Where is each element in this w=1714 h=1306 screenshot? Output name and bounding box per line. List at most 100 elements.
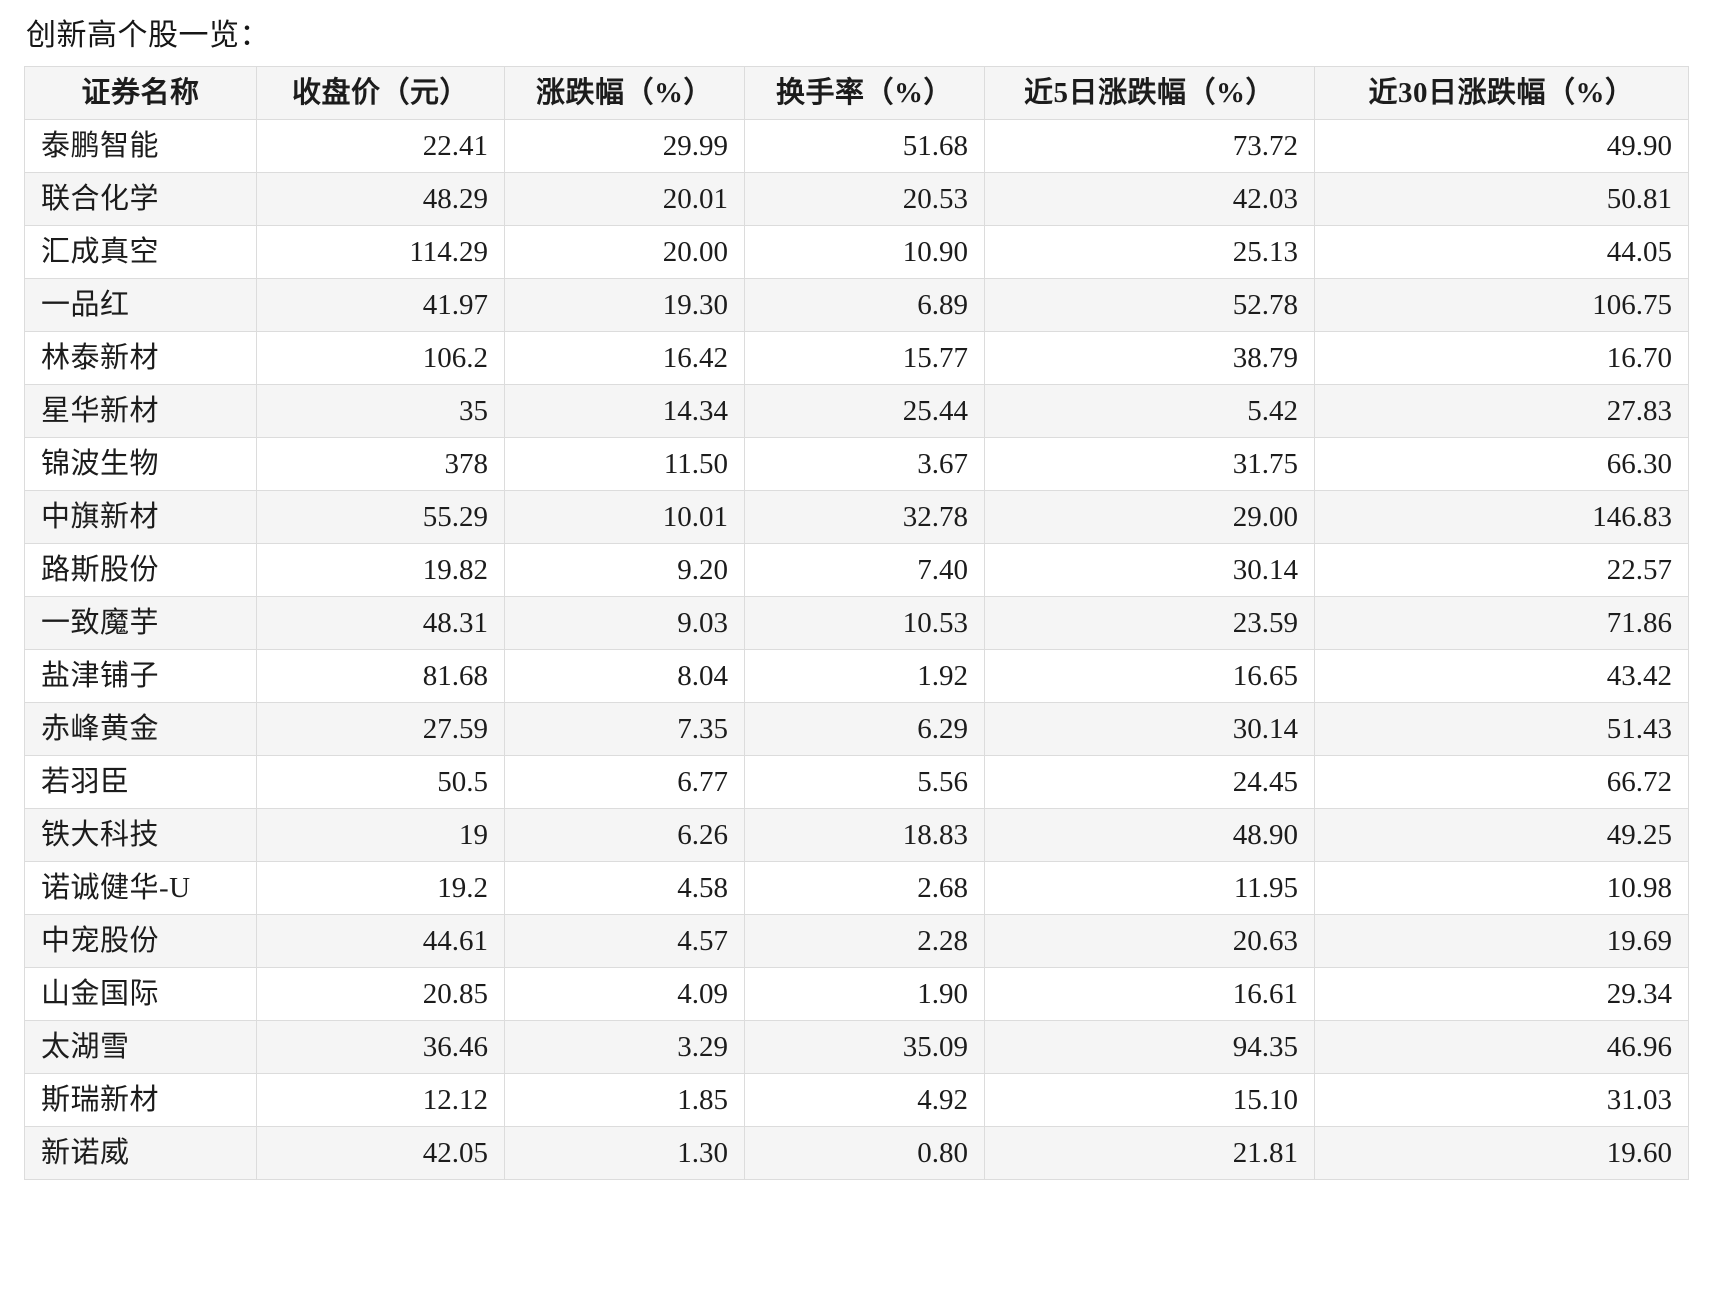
cell-security-name: 太湖雪 bbox=[24, 1020, 257, 1074]
cell-change-30d-pct: 49.90 bbox=[1314, 119, 1689, 173]
cell-change-pct: 6.26 bbox=[504, 808, 745, 862]
cell-security-name: 中宠股份 bbox=[24, 914, 257, 968]
cell-security-name: 若羽臣 bbox=[24, 755, 257, 809]
table-row: 林泰新材 106.2 16.42 15.77 38.79 16.70 bbox=[24, 331, 1689, 385]
cell-security-name: 一品红 bbox=[24, 278, 257, 332]
cell-change-5d-pct: 73.72 bbox=[984, 119, 1315, 173]
cell-close-price: 41.97 bbox=[256, 278, 505, 332]
cell-close-price: 19.82 bbox=[256, 543, 505, 597]
cell-change-5d-pct: 21.81 bbox=[984, 1126, 1315, 1180]
cell-change-pct: 16.42 bbox=[504, 331, 745, 385]
cell-turnover-pct: 20.53 bbox=[744, 172, 985, 226]
cell-change-pct: 4.57 bbox=[504, 914, 745, 968]
cell-security-name: 锦波生物 bbox=[24, 437, 257, 491]
table-row: 锦波生物 378 11.50 3.67 31.75 66.30 bbox=[24, 437, 1689, 491]
table-row: 汇成真空 114.29 20.00 10.90 25.13 44.05 bbox=[24, 225, 1689, 279]
cell-turnover-pct: 32.78 bbox=[744, 490, 985, 544]
cell-turnover-pct: 1.92 bbox=[744, 649, 985, 703]
cell-turnover-pct: 6.29 bbox=[744, 702, 985, 756]
table-row: 路斯股份 19.82 9.20 7.40 30.14 22.57 bbox=[24, 543, 1689, 597]
cell-change-5d-pct: 42.03 bbox=[984, 172, 1315, 226]
column-header-turnover: 换手率（%） bbox=[744, 66, 985, 120]
table-row: 泰鹏智能 22.41 29.99 51.68 73.72 49.90 bbox=[24, 119, 1689, 173]
cell-change-30d-pct: 31.03 bbox=[1314, 1073, 1689, 1127]
cell-change-5d-pct: 11.95 bbox=[984, 861, 1315, 915]
table-row: 中旗新材 55.29 10.01 32.78 29.00 146.83 bbox=[24, 490, 1689, 544]
cell-security-name: 星华新材 bbox=[24, 384, 257, 438]
table-row: 斯瑞新材 12.12 1.85 4.92 15.10 31.03 bbox=[24, 1073, 1689, 1127]
cell-change-5d-pct: 30.14 bbox=[984, 702, 1315, 756]
table-row: 星华新材 35 14.34 25.44 5.42 27.83 bbox=[24, 384, 1689, 438]
cell-change-pct: 20.01 bbox=[504, 172, 745, 226]
cell-security-name: 中旗新材 bbox=[24, 490, 257, 544]
cell-turnover-pct: 7.40 bbox=[744, 543, 985, 597]
cell-change-pct: 19.30 bbox=[504, 278, 745, 332]
cell-change-pct: 3.29 bbox=[504, 1020, 745, 1074]
cell-change-pct: 4.58 bbox=[504, 861, 745, 915]
cell-close-price: 106.2 bbox=[256, 331, 505, 385]
cell-change-5d-pct: 38.79 bbox=[984, 331, 1315, 385]
cell-change-5d-pct: 48.90 bbox=[984, 808, 1315, 862]
cell-change-pct: 14.34 bbox=[504, 384, 745, 438]
table-row: 中宠股份 44.61 4.57 2.28 20.63 19.69 bbox=[24, 914, 1689, 968]
cell-close-price: 22.41 bbox=[256, 119, 505, 173]
cell-change-30d-pct: 22.57 bbox=[1314, 543, 1689, 597]
cell-change-30d-pct: 10.98 bbox=[1314, 861, 1689, 915]
cell-change-30d-pct: 66.30 bbox=[1314, 437, 1689, 491]
cell-change-pct: 20.00 bbox=[504, 225, 745, 279]
cell-security-name: 汇成真空 bbox=[24, 225, 257, 279]
column-header-change-30d: 近30日涨跌幅（%） bbox=[1314, 66, 1689, 120]
cell-close-price: 50.5 bbox=[256, 755, 505, 809]
table-row: 盐津铺子 81.68 8.04 1.92 16.65 43.42 bbox=[24, 649, 1689, 703]
cell-turnover-pct: 51.68 bbox=[744, 119, 985, 173]
cell-turnover-pct: 15.77 bbox=[744, 331, 985, 385]
column-header-change: 涨跌幅（%） bbox=[504, 66, 745, 120]
cell-change-pct: 9.03 bbox=[504, 596, 745, 650]
table-row: 联合化学 48.29 20.01 20.53 42.03 50.81 bbox=[24, 172, 1689, 226]
cell-turnover-pct: 18.83 bbox=[744, 808, 985, 862]
cell-change-30d-pct: 44.05 bbox=[1314, 225, 1689, 279]
cell-close-price: 12.12 bbox=[256, 1073, 505, 1127]
cell-change-5d-pct: 15.10 bbox=[984, 1073, 1315, 1127]
cell-close-price: 35 bbox=[256, 384, 505, 438]
cell-change-pct: 29.99 bbox=[504, 119, 745, 173]
cell-turnover-pct: 1.90 bbox=[744, 967, 985, 1021]
table-row: 诺诚健华-U 19.2 4.58 2.68 11.95 10.98 bbox=[24, 861, 1689, 915]
cell-close-price: 48.31 bbox=[256, 596, 505, 650]
cell-change-pct: 6.77 bbox=[504, 755, 745, 809]
cell-change-5d-pct: 16.61 bbox=[984, 967, 1315, 1021]
cell-change-pct: 1.85 bbox=[504, 1073, 745, 1127]
table-row: 赤峰黄金 27.59 7.35 6.29 30.14 51.43 bbox=[24, 702, 1689, 756]
cell-change-30d-pct: 106.75 bbox=[1314, 278, 1689, 332]
cell-close-price: 48.29 bbox=[256, 172, 505, 226]
cell-change-pct: 11.50 bbox=[504, 437, 745, 491]
cell-security-name: 联合化学 bbox=[24, 172, 257, 226]
cell-change-30d-pct: 46.96 bbox=[1314, 1020, 1689, 1074]
cell-turnover-pct: 35.09 bbox=[744, 1020, 985, 1074]
column-header-name: 证券名称 bbox=[24, 66, 257, 120]
cell-turnover-pct: 0.80 bbox=[744, 1126, 985, 1180]
cell-change-5d-pct: 5.42 bbox=[984, 384, 1315, 438]
cell-turnover-pct: 2.28 bbox=[744, 914, 985, 968]
cell-change-30d-pct: 50.81 bbox=[1314, 172, 1689, 226]
cell-security-name: 赤峰黄金 bbox=[24, 702, 257, 756]
cell-change-30d-pct: 43.42 bbox=[1314, 649, 1689, 703]
cell-close-price: 378 bbox=[256, 437, 505, 491]
cell-turnover-pct: 2.68 bbox=[744, 861, 985, 915]
cell-security-name: 山金国际 bbox=[24, 967, 257, 1021]
cell-turnover-pct: 25.44 bbox=[744, 384, 985, 438]
table-body: 泰鹏智能 22.41 29.99 51.68 73.72 49.90 联合化学 48.29 20… bbox=[24, 119, 1689, 1180]
cell-change-5d-pct: 31.75 bbox=[984, 437, 1315, 491]
cell-change-5d-pct: 20.63 bbox=[984, 914, 1315, 968]
cell-change-30d-pct: 19.60 bbox=[1314, 1126, 1689, 1180]
cell-change-30d-pct: 27.83 bbox=[1314, 384, 1689, 438]
cell-change-5d-pct: 23.59 bbox=[984, 596, 1315, 650]
cell-turnover-pct: 3.67 bbox=[744, 437, 985, 491]
cell-change-30d-pct: 49.25 bbox=[1314, 808, 1689, 862]
table-row: 太湖雪 36.46 3.29 35.09 94.35 46.96 bbox=[24, 1020, 1689, 1074]
cell-change-5d-pct: 16.65 bbox=[984, 649, 1315, 703]
table-row: 一致魔芋 48.31 9.03 10.53 23.59 71.86 bbox=[24, 596, 1689, 650]
cell-security-name: 林泰新材 bbox=[24, 331, 257, 385]
cell-change-30d-pct: 19.69 bbox=[1314, 914, 1689, 968]
cell-close-price: 114.29 bbox=[256, 225, 505, 279]
